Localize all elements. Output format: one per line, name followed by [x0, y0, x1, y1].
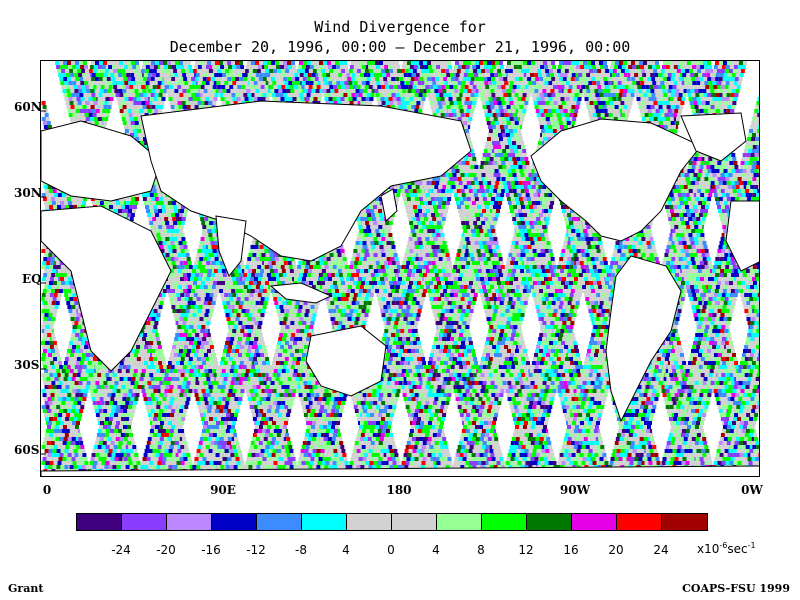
lon-label-90w: 90W [560, 483, 590, 497]
antarctica [41, 465, 759, 476]
legend-swatch [122, 514, 167, 530]
lon-label-180: 180 [386, 483, 411, 497]
legend-swatch [347, 514, 392, 530]
legend-swatch [77, 514, 122, 530]
lat-label-60n: 60N [14, 100, 54, 114]
lon-label-90e: 90E [210, 483, 236, 497]
india [215, 215, 247, 277]
lat-label-30n: 30N [14, 186, 54, 200]
japan [380, 188, 398, 222]
greenland [680, 112, 747, 162]
legend-tick-label: 0 [387, 543, 395, 557]
legend-swatch [482, 514, 527, 530]
legend-tick-label: -24 [111, 543, 131, 557]
map-title: Wind Divergence for [0, 18, 800, 36]
legend-tick-label: 4 [342, 543, 350, 557]
lat-label-30s: 30S [14, 358, 54, 372]
legend-tick-label: -16 [201, 543, 221, 557]
units-exponent: -6 [719, 541, 727, 550]
europe [41, 120, 162, 202]
legend-tick-label: 4 [432, 543, 440, 557]
legend-swatch [212, 514, 257, 530]
legend-tick-label: -12 [246, 543, 266, 557]
map-panel [40, 60, 760, 477]
lon-label-0w: 0W [741, 483, 763, 497]
units-suffix-exponent: -1 [748, 541, 756, 550]
legend-tick-label: 16 [563, 543, 578, 557]
legend-swatch [167, 514, 212, 530]
legend-swatch [437, 514, 482, 530]
lon-label-0: 0 [43, 483, 51, 497]
color-legend [76, 513, 708, 531]
legend-tick-label: 12 [518, 543, 533, 557]
units-base: x10 [697, 542, 719, 556]
latitude-ticks [41, 110, 46, 455]
lat-label-eq: EQ [22, 272, 62, 286]
legend-swatch [257, 514, 302, 530]
organization-credit: COAPS-FSU 1999 [682, 582, 790, 595]
legend-swatch [527, 514, 572, 530]
indonesia [269, 282, 333, 304]
australia [305, 325, 387, 397]
legend-tick-label: 8 [477, 543, 485, 557]
legend-swatch [572, 514, 617, 530]
africa [41, 205, 172, 372]
units-label: x10-6sec-1 [697, 541, 756, 556]
map-subtitle: December 20, 1996, 00:00 – December 21, … [0, 38, 800, 56]
africa-right-edge [725, 200, 759, 272]
legend-tick-label: -8 [295, 543, 307, 557]
legend-swatch [302, 514, 347, 530]
legend-swatch [662, 514, 707, 530]
north-america [530, 118, 702, 242]
legend-tick-label: -20 [156, 543, 176, 557]
lat-label-60s: 60S [14, 443, 54, 457]
units-suffix: sec [727, 542, 747, 556]
wind-divergence-map [41, 61, 759, 476]
land-masses [41, 100, 759, 476]
legend-tick-label: 20 [608, 543, 623, 557]
south-america [605, 255, 682, 423]
legend-swatch [392, 514, 437, 530]
legend-swatch [617, 514, 662, 530]
legend-tick-label: 24 [653, 543, 668, 557]
author-credit: Grant [8, 582, 43, 595]
